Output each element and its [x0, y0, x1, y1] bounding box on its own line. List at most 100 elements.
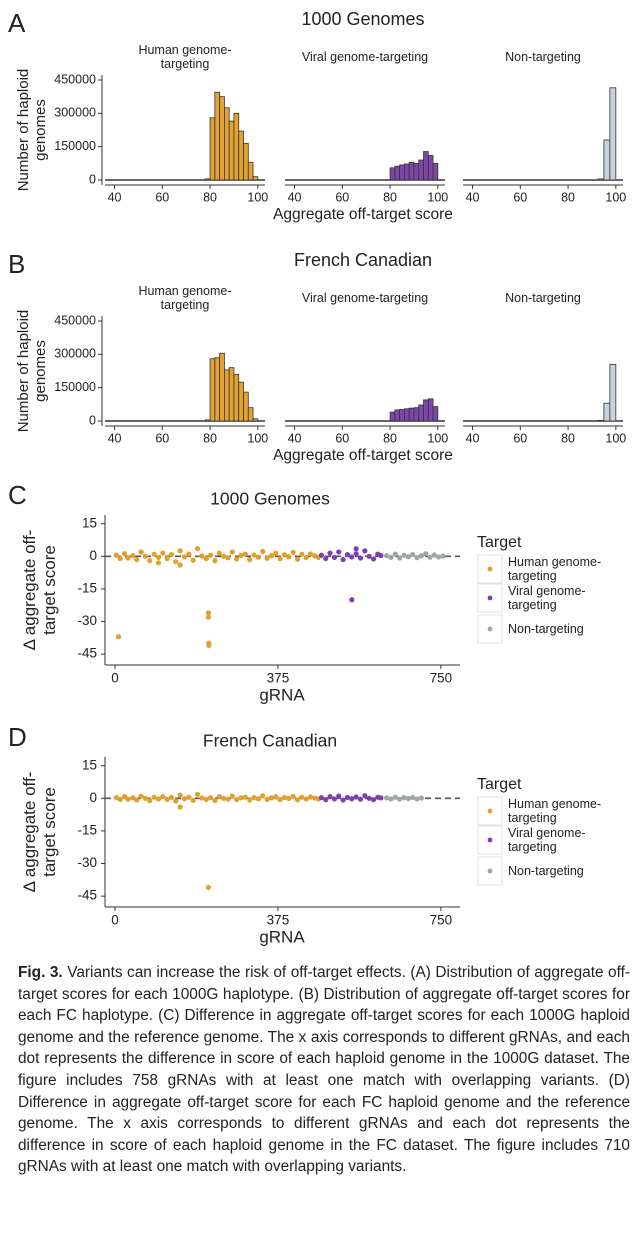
y-tick-label: 300000	[54, 347, 96, 361]
point	[281, 794, 288, 801]
point	[251, 795, 257, 801]
y-tick-label: 150000	[54, 139, 96, 153]
y-tick-label: 450000	[54, 313, 96, 327]
point	[388, 796, 394, 802]
bar	[219, 352, 225, 422]
bar	[394, 165, 401, 181]
facet-title: Non-targeting	[505, 291, 581, 305]
x-tick-label: 80	[203, 190, 217, 204]
point	[138, 549, 144, 555]
point	[323, 797, 329, 803]
point	[205, 614, 212, 620]
point	[383, 795, 390, 801]
point	[273, 794, 279, 800]
panel-letter: B	[8, 249, 25, 279]
caption-text: Variants can increase the risk of off-ta…	[18, 964, 631, 1176]
point	[125, 796, 131, 802]
bar	[214, 91, 221, 181]
y-tick-label: 0	[89, 172, 96, 186]
facet-title: Non-targeting	[505, 50, 581, 64]
caption-label: Fig. 3.	[18, 964, 63, 981]
x-tick-label: 80	[383, 190, 397, 204]
point	[362, 793, 368, 799]
point	[164, 555, 170, 562]
bar	[413, 407, 420, 422]
point	[238, 795, 244, 801]
legend-label: Viral genome-targeting	[508, 826, 586, 854]
point	[177, 562, 183, 568]
point	[260, 548, 266, 555]
x-tick-label: 80	[561, 190, 575, 204]
point	[186, 794, 192, 800]
point	[115, 634, 122, 640]
x-tick-label: 60	[155, 431, 169, 445]
bar	[427, 398, 434, 422]
x-tick-label: 60	[513, 431, 527, 445]
bar	[214, 357, 221, 422]
bar	[597, 419, 605, 422]
y-tick-label: 450000	[54, 72, 96, 86]
point	[392, 551, 398, 557]
point	[340, 797, 346, 803]
x-tick-label: 100	[247, 190, 268, 204]
point	[405, 554, 411, 560]
y-tick-label: -30	[77, 855, 97, 870]
bar	[233, 112, 240, 181]
point	[264, 555, 270, 561]
point	[160, 793, 166, 800]
bar	[252, 418, 259, 422]
chart-title: 1000 Genomes	[210, 489, 330, 509]
bar	[243, 142, 249, 181]
point	[234, 556, 240, 562]
point	[397, 796, 403, 802]
point	[303, 555, 309, 561]
point	[414, 555, 420, 561]
x-tick-label: 0	[111, 913, 119, 928]
point	[307, 551, 314, 557]
point	[242, 551, 248, 557]
point	[357, 796, 364, 802]
point	[251, 552, 257, 558]
point	[327, 550, 333, 556]
x-tick-label: 100	[427, 431, 448, 445]
x-tick-label: 60	[155, 190, 169, 204]
point	[294, 797, 301, 803]
point	[277, 556, 283, 562]
bar	[603, 139, 611, 181]
point	[357, 555, 364, 561]
point	[164, 796, 170, 802]
point	[177, 804, 183, 810]
point	[212, 797, 218, 804]
point	[427, 554, 433, 560]
y-tick-label: 15	[82, 515, 97, 530]
point	[349, 796, 355, 802]
point	[177, 548, 183, 554]
x-tick-label: 60	[513, 190, 527, 204]
legend-label: Human genome-targeting	[508, 797, 602, 825]
point	[307, 794, 314, 800]
panel-letter: C	[8, 480, 27, 510]
point	[113, 795, 119, 801]
bar	[427, 155, 434, 181]
bar	[413, 162, 420, 181]
y-tick-label: 0	[89, 790, 97, 805]
point	[221, 553, 227, 559]
bar	[389, 167, 396, 181]
y-tick-label: -45	[77, 888, 97, 903]
point	[268, 795, 275, 801]
facet-title: Viral genome-targeting	[301, 50, 429, 64]
point	[225, 796, 231, 802]
x-tick-label: 375	[267, 671, 290, 686]
bar	[603, 402, 611, 422]
bar	[418, 159, 424, 181]
bar	[597, 178, 605, 181]
point	[436, 554, 442, 560]
bar	[609, 87, 617, 181]
point	[410, 794, 416, 801]
x-tick-label: 80	[383, 431, 397, 445]
point	[203, 796, 209, 802]
point	[290, 549, 296, 555]
facet-title: Viral genome-targeting	[301, 291, 429, 305]
point	[216, 550, 222, 556]
